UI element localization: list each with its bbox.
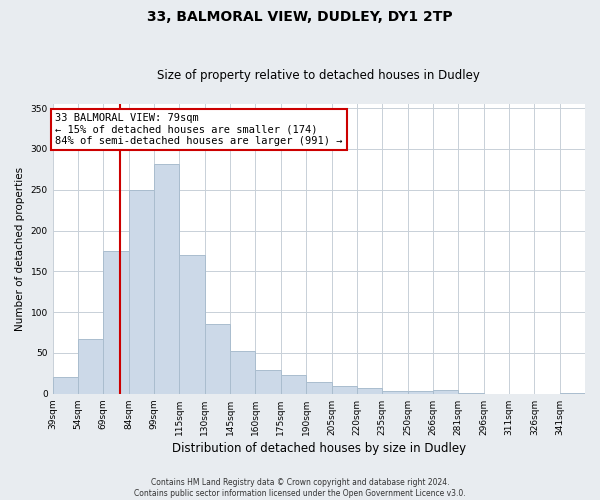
Bar [154, 164, 179, 394]
X-axis label: Distribution of detached houses by size in Dudley: Distribution of detached houses by size … [172, 442, 466, 455]
Y-axis label: Number of detached properties: Number of detached properties [15, 167, 25, 331]
Bar [103, 251, 129, 394]
Text: 33 BALMORAL VIEW: 79sqm
← 15% of detached houses are smaller (174)
84% of semi-d: 33 BALMORAL VIEW: 79sqm ← 15% of detache… [55, 112, 343, 146]
Bar [53, 378, 78, 394]
Bar [78, 339, 103, 394]
Bar [560, 393, 585, 394]
Bar [357, 388, 382, 394]
Bar [382, 390, 407, 394]
Text: Contains HM Land Registry data © Crown copyright and database right 2024.
Contai: Contains HM Land Registry data © Crown c… [134, 478, 466, 498]
Bar [281, 375, 306, 394]
Title: Size of property relative to detached houses in Dudley: Size of property relative to detached ho… [157, 69, 480, 82]
Bar [306, 382, 332, 394]
Bar [256, 370, 281, 394]
Bar [205, 324, 230, 394]
Bar [230, 352, 256, 394]
Bar [458, 393, 484, 394]
Bar [179, 255, 205, 394]
Bar [332, 386, 357, 394]
Bar [407, 392, 433, 394]
Text: 33, BALMORAL VIEW, DUDLEY, DY1 2TP: 33, BALMORAL VIEW, DUDLEY, DY1 2TP [147, 10, 453, 24]
Bar [129, 190, 154, 394]
Bar [433, 390, 458, 394]
